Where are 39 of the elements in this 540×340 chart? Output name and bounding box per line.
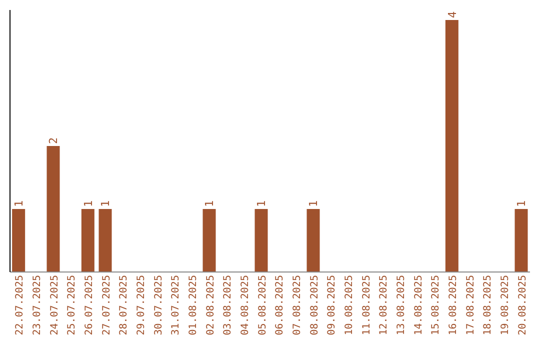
x-tick-label: 13.08.2025 [396, 275, 407, 336]
x-tick-label: 10.08.2025 [344, 275, 355, 336]
x-tick-label: 22.07.2025 [14, 275, 26, 336]
x-tick-label: 15.08.2025 [430, 275, 442, 336]
x-tick-label: 18.08.2025 [482, 275, 494, 336]
x-tick-label: 26.07.2025 [84, 275, 95, 336]
data-label: 4 [446, 11, 459, 18]
x-tick-label: 06.08.2025 [274, 275, 286, 336]
data-label: 1 [515, 200, 528, 207]
x-tick-label: 09.08.2025 [326, 275, 338, 336]
x-tick-label: 20.08.2025 [517, 275, 528, 336]
x-tick-label: 16.08.2025 [448, 275, 459, 336]
x-tick-label: 05.08.2025 [257, 275, 268, 336]
x-tick-label: 08.08.2025 [309, 275, 320, 336]
x-tick-label: 07.08.2025 [292, 275, 303, 336]
x-tick-label: 23.07.2025 [32, 275, 43, 336]
x-tick-label: 28.07.2025 [118, 275, 130, 336]
data-label: 2 [47, 137, 60, 144]
x-tick-label: 25.07.2025 [66, 275, 78, 336]
x-tick-label: 24.07.2025 [49, 275, 60, 336]
data-label: 1 [203, 200, 216, 207]
x-tick-label: 01.08.2025 [188, 275, 199, 336]
x-tick-label: 02.08.2025 [205, 275, 216, 336]
data-label: 1 [255, 200, 268, 207]
x-tick-label: 31.07.2025 [170, 275, 182, 336]
x-tick-label: 29.07.2025 [136, 275, 147, 336]
x-tick-label: 30.07.2025 [153, 275, 164, 336]
data-label: 1 [307, 200, 320, 207]
x-tick-label: 27.07.2025 [101, 275, 112, 336]
x-tick-label: 19.08.2025 [500, 275, 511, 336]
x-tick-label: 17.08.2025 [465, 275, 476, 336]
x-tick-label: 04.08.2025 [240, 275, 251, 336]
x-tick-label: 11.08.2025 [361, 275, 372, 336]
data-label: 1 [12, 200, 26, 207]
data-label: 1 [99, 200, 112, 207]
x-tick-label: 03.08.2025 [222, 275, 234, 336]
x-tick-label: 14.08.2025 [413, 275, 424, 336]
data-label: 1 [82, 200, 95, 207]
x-tick-label: 12.08.2025 [378, 275, 390, 336]
